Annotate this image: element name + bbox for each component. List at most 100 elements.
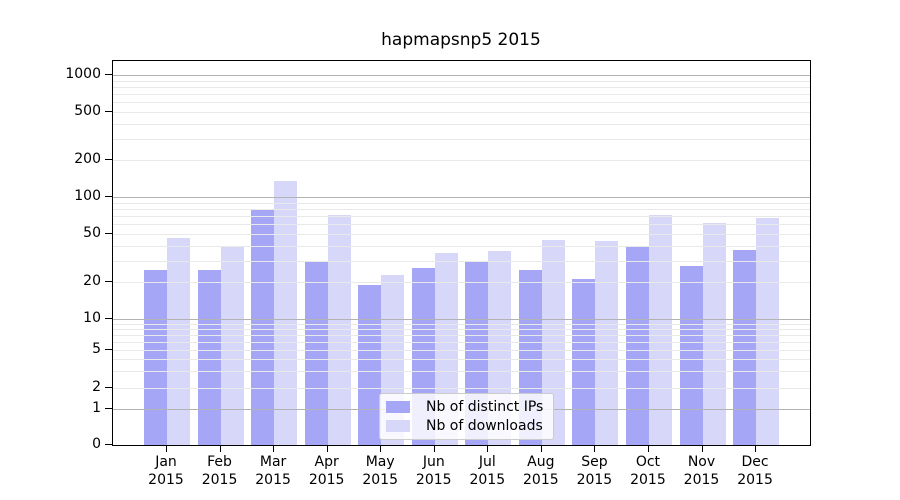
gridline-900: [113, 81, 810, 82]
gridline-3: [113, 371, 810, 372]
x-tick-year: 2015: [469, 472, 506, 488]
y-tick-label: 20: [83, 273, 101, 289]
y-tick-mark: [105, 74, 112, 75]
y-tick-mark: [105, 318, 112, 319]
y-tick-label: 10: [83, 310, 101, 326]
gridline-600: [113, 102, 810, 103]
gridline-200: [113, 160, 810, 161]
x-tick-label-dec: Dec 2015: [725, 453, 785, 489]
bar-distinct-ips-apr: [304, 260, 328, 445]
gridline-8: [113, 329, 810, 330]
gridline-30: [113, 261, 810, 262]
bar-downloads-nov: [702, 222, 726, 445]
x-tick-label-nov: Nov 2015: [672, 453, 732, 489]
x-tick-label-jun: Jun 2015: [404, 453, 464, 489]
y-tick-label: 200: [74, 151, 101, 167]
legend-row-downloads: Nb of downloads: [386, 418, 543, 434]
y-tick-mark: [105, 444, 112, 445]
x-tick-label-mar: Mar 2015: [243, 453, 303, 489]
x-tick-mark: [594, 446, 596, 452]
gridline-70: [113, 216, 810, 217]
gridline-20: [113, 282, 810, 283]
bar-downloads-oct: [648, 215, 672, 445]
gridline-80: [113, 209, 810, 210]
x-tick-year: 2015: [362, 472, 398, 488]
x-tick-mark: [433, 446, 435, 452]
bar-downloads-feb: [220, 245, 244, 445]
x-tick-mark: [326, 446, 328, 452]
bar-distinct-ips-feb: [197, 270, 221, 445]
x-tick-year: 2015: [255, 472, 291, 488]
y-tick-mark: [105, 349, 112, 350]
y-tick-mark: [105, 407, 112, 409]
x-tick-mark: [166, 446, 167, 452]
gridline-500: [113, 112, 810, 113]
legend-swatch-distinct-ips: [386, 401, 410, 413]
x-tick-year: 2015: [415, 472, 452, 488]
legend-label-downloads: Nb of downloads: [426, 418, 543, 434]
bar-distinct-ips-sep: [572, 279, 596, 445]
gridline-100: [113, 197, 810, 198]
bar-distinct-ips-may: [358, 284, 382, 445]
x-tick-label-oct: Oct 2015: [618, 453, 678, 489]
gridline-40: [113, 246, 810, 247]
gridline-9: [113, 324, 810, 325]
y-tick-mark: [105, 111, 112, 112]
legend-row-distinct-ips: Nb of distinct IPs: [386, 399, 543, 415]
gridline-90: [113, 203, 810, 204]
bar-distinct-ips-nov: [679, 266, 703, 445]
x-tick-year: 2015: [148, 472, 184, 488]
gridline-800: [113, 87, 810, 88]
x-tick-label-aug: Aug 2015: [511, 453, 571, 489]
y-tick-label: 1: [92, 399, 101, 416]
x-tick-year: 2015: [201, 472, 238, 488]
y-tick-label: 500: [74, 103, 101, 119]
gridline-60: [113, 224, 810, 225]
x-tick-year: 2015: [523, 472, 559, 488]
x-tick-year: 2015: [737, 472, 773, 488]
bar-distinct-ips-oct: [625, 247, 649, 445]
x-tick-mark: [487, 446, 489, 452]
x-tick-label-apr: Apr 2015: [297, 453, 357, 489]
y-tick-label: 1000: [65, 66, 101, 82]
bar-distinct-ips-mar: [251, 208, 275, 445]
gridline-5: [113, 350, 810, 351]
gridline-400: [113, 124, 810, 125]
y-tick-label: 0: [92, 436, 101, 452]
x-tick-label-may: May 2015: [350, 453, 410, 489]
bar-downloads-dec: [756, 218, 780, 445]
x-tick-label-jan: Jan 2015: [136, 453, 196, 489]
x-tick-mark: [219, 446, 221, 452]
x-tick-mark: [647, 446, 649, 452]
x-tick-year: 2015: [630, 472, 666, 488]
gridline-6: [113, 342, 810, 343]
bar-distinct-ips-dec: [733, 249, 757, 445]
y-tick-mark: [105, 233, 112, 234]
x-tick-year: 2015: [308, 472, 345, 488]
gridline-700: [113, 94, 810, 95]
x-tick-label-feb: Feb 2015: [190, 453, 250, 489]
bar-downloads-mar: [274, 180, 298, 445]
x-tick-label-sep: Sep 2015: [564, 453, 624, 489]
y-tick-label: 100: [74, 188, 101, 204]
gridline-4: [113, 359, 810, 360]
x-tick-year: 2015: [683, 472, 720, 488]
gridline-300: [113, 139, 810, 140]
y-tick-label: 50: [83, 225, 101, 241]
x-tick-mark: [540, 446, 542, 452]
y-tick-label: 5: [92, 341, 101, 357]
gridline-10: [113, 319, 810, 320]
x-tick-mark: [701, 446, 703, 452]
gridline-7: [113, 335, 810, 336]
y-tick-mark: [105, 196, 112, 197]
bar-distinct-ips-jan: [144, 270, 167, 445]
gridline-50: [113, 234, 810, 235]
gridline-2: [113, 388, 810, 389]
legend-label-distinct-ips: Nb of distinct IPs: [426, 399, 544, 415]
x-tick-mark: [273, 446, 275, 452]
x-tick-label-jul: Jul 2015: [457, 453, 517, 489]
gridline-1000: [113, 75, 810, 76]
y-tick-mark: [105, 159, 112, 160]
bar-downloads-jan: [167, 238, 190, 445]
